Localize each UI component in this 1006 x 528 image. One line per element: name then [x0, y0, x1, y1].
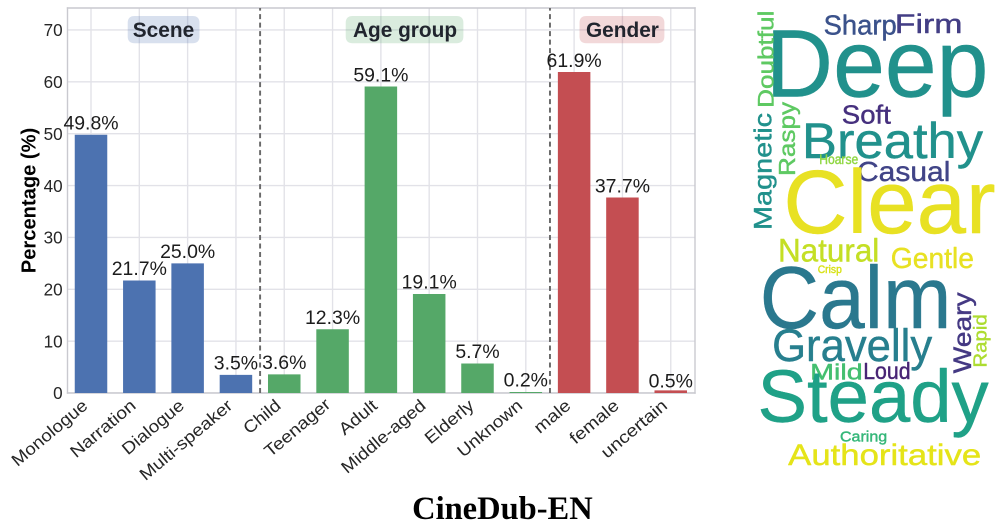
svg-text:Percentage (%): Percentage (%) — [19, 128, 41, 273]
svg-text:49.8%: 49.8% — [63, 113, 118, 135]
svg-text:Caring: Caring — [840, 429, 887, 445]
svg-text:60: 60 — [44, 73, 63, 92]
svg-text:Casual: Casual — [857, 156, 950, 187]
svg-text:Soft: Soft — [842, 99, 892, 129]
svg-text:Authoritative: Authoritative — [788, 439, 981, 472]
svg-text:Crisp: Crisp — [818, 264, 842, 276]
svg-text:Clear: Clear — [783, 153, 995, 253]
svg-text:30: 30 — [44, 229, 63, 248]
svg-text:Firm: Firm — [895, 9, 963, 39]
svg-text:Natural: Natural — [778, 233, 879, 269]
svg-text:10: 10 — [44, 332, 63, 351]
svg-text:40: 40 — [44, 177, 63, 196]
svg-text:Raspy: Raspy — [774, 101, 800, 176]
svg-text:20: 20 — [44, 280, 63, 299]
svg-text:61.9%: 61.9% — [547, 50, 602, 72]
svg-text:0: 0 — [53, 384, 63, 403]
svg-text:Age group: Age group — [353, 19, 457, 42]
svg-text:25.0%: 25.0% — [160, 241, 215, 263]
svg-text:Deep: Deep — [766, 10, 989, 117]
svg-text:Gentle: Gentle — [891, 243, 974, 275]
svg-text:Breathy: Breathy — [802, 113, 983, 169]
svg-text:21.7%: 21.7% — [112, 258, 167, 280]
svg-text:0.5%: 0.5% — [649, 370, 693, 392]
svg-text:70: 70 — [44, 21, 63, 40]
svg-text:Loud: Loud — [863, 358, 910, 384]
svg-text:37.7%: 37.7% — [595, 175, 650, 197]
svg-text:CineDub-EN: CineDub-EN — [412, 491, 593, 527]
svg-text:5.7%: 5.7% — [455, 341, 499, 363]
svg-text:Gravelly: Gravelly — [772, 320, 933, 371]
svg-text:12.3%: 12.3% — [305, 307, 360, 329]
svg-text:Steady: Steady — [758, 355, 989, 438]
svg-text:Gender: Gender — [586, 19, 659, 42]
svg-text:Rapid: Rapid — [971, 314, 991, 367]
svg-text:Hoarse: Hoarse — [819, 151, 858, 167]
svg-text:Sharp: Sharp — [824, 9, 897, 40]
svg-text:Mild: Mild — [810, 359, 863, 384]
svg-text:50: 50 — [44, 125, 63, 144]
svg-text:19.1%: 19.1% — [402, 272, 457, 294]
svg-text:Doubtful: Doubtful — [753, 11, 778, 108]
svg-text:Weary: Weary — [949, 292, 977, 374]
svg-text:Scene: Scene — [133, 19, 194, 42]
svg-text:59.1%: 59.1% — [353, 64, 408, 86]
svg-text:Calm: Calm — [760, 248, 952, 347]
svg-text:3.6%: 3.6% — [262, 352, 306, 374]
svg-text:3.5%: 3.5% — [214, 353, 258, 375]
svg-text:Magnetic: Magnetic — [749, 113, 777, 230]
svg-text:0.2%: 0.2% — [504, 370, 548, 392]
